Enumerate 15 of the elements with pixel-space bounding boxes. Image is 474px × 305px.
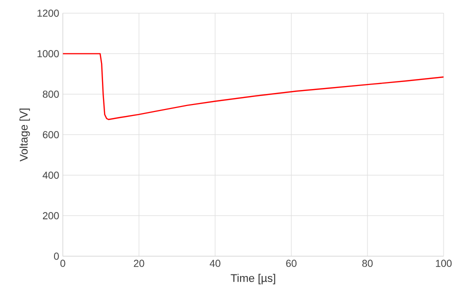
y-tick-label: 1000 — [38, 50, 59, 58]
x-tick-label: 80 — [362, 260, 373, 268]
y-tick-label: 1200 — [38, 10, 59, 17]
y-tick-label: 400 — [42, 172, 59, 179]
x-tick-label: 20 — [134, 260, 144, 268]
x-axis-title: Time [µs] — [230, 274, 276, 284]
y-tick-label: 200 — [42, 212, 59, 220]
y-tick-label: 0 — [54, 252, 59, 260]
y-tick-label: 800 — [42, 90, 59, 98]
x-tick-label: 60 — [286, 260, 297, 268]
y-axis-title: Voltage [V] — [20, 108, 30, 162]
x-tick-label: 0 — [60, 260, 66, 268]
x-tick-label: 100 — [436, 260, 452, 268]
x-tick-label: 40 — [210, 260, 220, 268]
y-tick-label: 600 — [42, 131, 59, 138]
